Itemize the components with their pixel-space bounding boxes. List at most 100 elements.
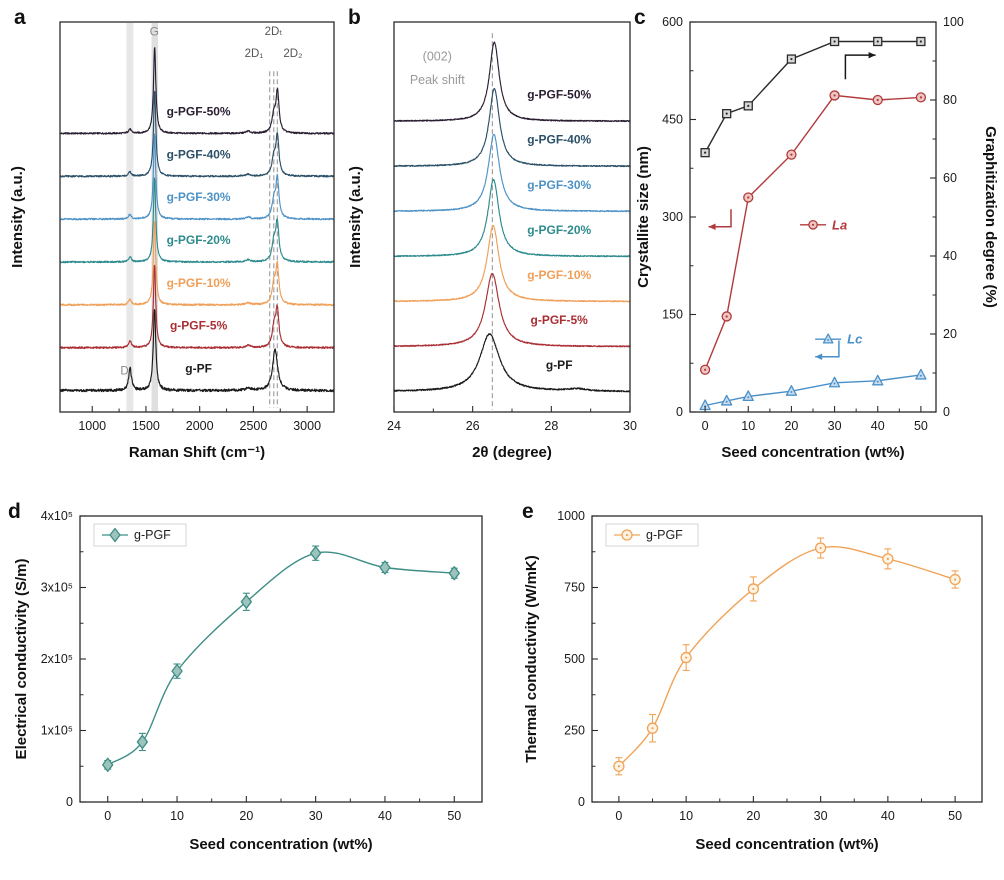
svg-text:4x10⁵: 4x10⁵	[41, 509, 73, 523]
svg-text:Seed concentration (wt%): Seed concentration (wt%)	[721, 444, 904, 461]
svg-text:60: 60	[943, 171, 957, 185]
svg-text:g-PF: g-PF	[546, 358, 573, 372]
svg-text:La: La	[832, 217, 847, 232]
svg-text:600: 600	[662, 15, 683, 29]
svg-text:10: 10	[741, 419, 755, 433]
svg-text:0: 0	[702, 419, 709, 433]
svg-text:Raman Shift (cm⁻¹): Raman Shift (cm⁻¹)	[129, 444, 265, 461]
svg-text:0: 0	[676, 405, 683, 419]
svg-text:30: 30	[309, 809, 323, 823]
svg-text:Thermal conductivity (W/mK): Thermal conductivity (W/mK)	[523, 555, 540, 763]
panel-e-label: e	[522, 500, 534, 523]
svg-text:30: 30	[814, 809, 828, 823]
svg-text:0: 0	[943, 405, 950, 419]
svg-text:40: 40	[378, 809, 392, 823]
svg-text:450: 450	[662, 113, 683, 127]
svg-text:g-PGF-40%: g-PGF-40%	[167, 147, 231, 161]
svg-text:1x10⁵: 1x10⁵	[41, 724, 73, 738]
svg-text:2500: 2500	[240, 419, 268, 433]
svg-text:G: G	[150, 25, 159, 39]
svg-text:2x10⁵: 2x10⁵	[41, 652, 73, 666]
panel-c-label: c	[634, 6, 646, 29]
panel-b: b g-PGF-50% g-PGF-40% g-PGF-30% g-PGF-20% g-…	[346, 6, 638, 476]
svg-text:0: 0	[66, 795, 73, 809]
svg-text:20: 20	[784, 419, 798, 433]
svg-text:26: 26	[466, 419, 480, 433]
svg-text:20: 20	[239, 809, 253, 823]
svg-text:500: 500	[564, 652, 585, 666]
svg-text:20: 20	[943, 327, 957, 341]
svg-text:80: 80	[943, 93, 957, 107]
svg-text:Intensity (a.u.): Intensity (a.u.)	[9, 166, 26, 268]
svg-text:2D₁: 2D₁	[245, 48, 264, 60]
svg-text:250: 250	[564, 724, 585, 738]
svg-text:2D₂: 2D₂	[283, 48, 302, 60]
svg-text:10: 10	[679, 809, 693, 823]
svg-text:40: 40	[871, 419, 885, 433]
panel-c-chart: La Lc 0 10 20 30 40 50 0 150 300 450 600 0 20 40 60 80 100…	[635, 15, 999, 461]
panel-b-chart: g-PGF-50% g-PGF-40% g-PGF-30% g-PGF-20% g-PG…	[347, 21, 637, 461]
svg-text:30: 30	[828, 419, 842, 433]
svg-text:2Dₜ: 2Dₜ	[265, 26, 283, 38]
panel-d: d g-PGF 0 10 20 30 40 50 0 1x10⁵ 2x10⁵ 3x10⁵ 4x10⁵ S…	[8, 500, 500, 876]
svg-text:Electrical conductivity (S/m): Electrical conductivity (S/m)	[13, 559, 30, 760]
svg-text:20: 20	[746, 809, 760, 823]
svg-text:0: 0	[615, 809, 622, 823]
svg-text:750: 750	[564, 581, 585, 595]
svg-text:g-PGF-50%: g-PGF-50%	[527, 88, 591, 102]
panel-a: a g-PGF-50% g-PGF-40% g-PGF-30% g-PGF-20% g-…	[6, 6, 340, 476]
svg-text:28: 28	[544, 419, 558, 433]
svg-text:30: 30	[623, 419, 637, 433]
panel-c: c La Lc 0 10 20 30 40 50 0 150 300 450 600 0 20 40 60 80 1…	[634, 6, 1004, 476]
svg-text:1000: 1000	[78, 419, 106, 433]
svg-text:g-PGF-5%: g-PGF-5%	[170, 319, 228, 333]
svg-text:g-PGF: g-PGF	[134, 528, 171, 542]
svg-text:g-PGF-10%: g-PGF-10%	[527, 268, 591, 282]
svg-text:50: 50	[948, 809, 962, 823]
panel-b-label: b	[348, 6, 361, 29]
svg-text:Peak shift: Peak shift	[410, 73, 465, 87]
svg-text:g-PGF-40%: g-PGF-40%	[527, 133, 591, 147]
svg-text:Intensity (a.u.): Intensity (a.u.)	[347, 166, 364, 268]
svg-text:Graphitization degree (%): Graphitization degree (%)	[982, 126, 999, 308]
svg-text:10: 10	[170, 809, 184, 823]
svg-text:Crystallite size (nm): Crystallite size (nm)	[635, 146, 652, 288]
svg-text:0: 0	[104, 809, 111, 823]
svg-text:40: 40	[943, 249, 957, 263]
panel-d-label: d	[8, 500, 21, 523]
svg-text:50: 50	[447, 809, 461, 823]
svg-text:3x10⁵: 3x10⁵	[41, 581, 73, 595]
svg-text:g-PGF-10%: g-PGF-10%	[167, 276, 231, 290]
svg-text:g-PGF-30%: g-PGF-30%	[167, 190, 231, 204]
svg-text:g-PGF-5%: g-PGF-5%	[531, 313, 589, 327]
panel-a-label: a	[14, 6, 26, 29]
svg-text:150: 150	[662, 308, 683, 322]
svg-text:1500: 1500	[132, 419, 160, 433]
svg-text:g-PF: g-PF	[185, 362, 212, 376]
svg-text:2θ (degree): 2θ (degree)	[472, 444, 552, 461]
svg-text:3000: 3000	[293, 419, 321, 433]
svg-text:g-PGF-20%: g-PGF-20%	[527, 223, 591, 237]
panel-a-chart: g-PGF-50% g-PGF-40% g-PGF-30% g-PGF-20% g-PG…	[9, 21, 335, 461]
svg-text:(002): (002)	[423, 49, 452, 63]
panel-e: e g-PGF 0 10 20 30 40 50 0 250 500 750 1000 Seed con…	[516, 500, 1004, 876]
panel-d-chart: g-PGF 0 10 20 30 40 50 0 1x10⁵ 2x10⁵ 3x10⁵ 4x10⁵ See…	[13, 509, 483, 853]
svg-text:100: 100	[943, 15, 964, 29]
svg-text:1000: 1000	[557, 509, 585, 523]
svg-text:50: 50	[914, 419, 928, 433]
svg-text:g-PGF-50%: g-PGF-50%	[167, 104, 231, 118]
svg-text:40: 40	[881, 809, 895, 823]
svg-text:300: 300	[662, 210, 683, 224]
svg-text:D: D	[120, 365, 128, 377]
svg-text:Seed concentration (wt%): Seed concentration (wt%)	[695, 836, 878, 853]
svg-text:g-PGF: g-PGF	[646, 528, 683, 542]
svg-text:Seed concentration (wt%): Seed concentration (wt%)	[189, 836, 372, 853]
svg-text:0: 0	[578, 795, 585, 809]
svg-text:2000: 2000	[186, 419, 214, 433]
svg-text:g-PGF-20%: g-PGF-20%	[167, 233, 231, 247]
svg-text:24: 24	[387, 419, 401, 433]
svg-text:Lc: Lc	[847, 332, 863, 347]
svg-text:g-PGF-30%: g-PGF-30%	[527, 178, 591, 192]
